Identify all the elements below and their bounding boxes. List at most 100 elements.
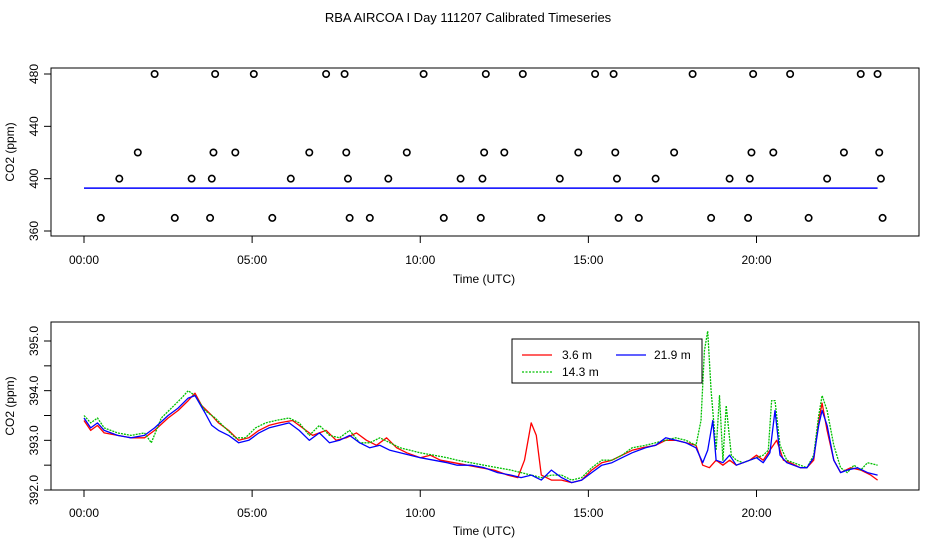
calibration-point	[343, 174, 352, 183]
top-plot-frame	[50, 67, 920, 237]
calibration-point	[609, 70, 618, 79]
calibration-point	[150, 70, 159, 79]
calibration-point	[115, 174, 124, 183]
calibration-point	[439, 213, 448, 222]
top-y-label: CO2 (ppm)	[3, 122, 17, 181]
top-y-tick-label: 360	[27, 221, 41, 241]
bottom-x-tick-label: 10:00	[405, 506, 435, 520]
calibration-point	[133, 148, 142, 157]
calibration-point	[634, 213, 643, 222]
bottom-y-tick-label: 393.0	[27, 425, 41, 455]
calibration-point	[207, 174, 216, 183]
calibration-point	[749, 70, 758, 79]
calibration-point	[340, 70, 349, 79]
calibration-point	[96, 213, 105, 222]
calibration-point	[481, 70, 490, 79]
calibration-point	[305, 148, 314, 157]
calibration-point	[365, 213, 374, 222]
calibration-point	[875, 148, 884, 157]
top-y-tick-label: 480	[27, 64, 41, 84]
calibration-point	[249, 70, 258, 79]
calibration-point	[688, 70, 697, 79]
calibration-point	[476, 213, 485, 222]
top-y-axis: 360 400 440 480	[27, 64, 52, 241]
calibration-point	[345, 213, 354, 222]
bottom-x-label: Time (UTC)	[453, 524, 515, 538]
legend-box	[511, 338, 703, 384]
calibration-point	[478, 174, 487, 183]
calibration-point	[286, 174, 295, 183]
calibration-point	[747, 148, 756, 157]
calibration-point	[725, 174, 734, 183]
calibration-point	[402, 148, 411, 157]
calibration-point	[574, 148, 583, 157]
top-x-tick-label: 20:00	[741, 253, 771, 267]
series-line-21-9-m	[83, 394, 878, 484]
bottom-x-tick-label: 15:00	[573, 506, 603, 520]
legend-label-14-3m: 14.3 m	[562, 365, 599, 379]
bottom-x-axis: 00:00 05:00 10:00 15:00 20:00	[69, 489, 772, 520]
top-x-axis: 00:00 05:00 10:00 15:00 20:00	[69, 235, 772, 267]
bottom-y-tick-label: 394.0	[27, 375, 41, 405]
bottom-y-tick-label: 392.0	[27, 475, 41, 505]
calibration-point	[591, 70, 600, 79]
legend: 3.6 m 21.9 m 14.3 m	[511, 338, 703, 384]
calibration-point	[670, 148, 679, 157]
calibration-point	[456, 174, 465, 183]
calibration-point	[786, 70, 795, 79]
calibration-point	[419, 70, 428, 79]
calibration-point	[537, 213, 546, 222]
calibration-point	[206, 213, 215, 222]
calibration-point	[612, 174, 621, 183]
calibration-point	[480, 148, 489, 157]
calibration-point	[500, 148, 509, 157]
top-x-tick-label: 15:00	[573, 253, 603, 267]
calibration-point	[322, 70, 331, 79]
legend-label-21-9m: 21.9 m	[654, 348, 691, 362]
top-y-tick-label: 400	[27, 168, 41, 188]
calibration-point	[651, 174, 660, 183]
calibration-point	[744, 213, 753, 222]
calibration-point	[707, 213, 716, 222]
calibration-point	[187, 174, 196, 183]
calibration-point	[856, 70, 865, 79]
calibration-point	[804, 213, 813, 222]
calibration-point	[873, 70, 882, 79]
bottom-x-tick-label: 05:00	[237, 506, 267, 520]
calibration-point	[518, 70, 527, 79]
bottom-y-label: CO2 (ppm)	[3, 376, 17, 435]
calibration-point	[611, 148, 620, 157]
top-x-tick-label: 10:00	[405, 253, 435, 267]
calibration-point	[614, 213, 623, 222]
calibration-point	[823, 174, 832, 183]
calibration-point	[745, 174, 754, 183]
calibration-point	[211, 70, 220, 79]
bottom-y-axis: 392.0 393.0 394.0 395.0	[27, 326, 52, 505]
top-x-tick-label: 05:00	[237, 253, 267, 267]
calibration-point	[342, 148, 351, 157]
bottom-x-tick-label: 00:00	[69, 506, 99, 520]
calibration-point	[878, 213, 887, 222]
figure-title: RBA AIRCOA I Day 111207 Calibrated Times…	[325, 10, 612, 25]
bottom-plot-frame	[50, 321, 920, 491]
calibration-point	[170, 213, 179, 222]
top-x-tick-label: 00:00	[69, 253, 99, 267]
calibration-point	[555, 174, 564, 183]
calibration-points	[96, 70, 887, 222]
calibration-point	[268, 213, 277, 222]
top-y-tick-label: 440	[27, 116, 41, 136]
series-line-3-6-m	[83, 392, 878, 484]
bottom-panel: 00:00 05:00 10:00 15:00 20:00 392.0 393.0 394.…	[3, 321, 920, 538]
calibration-point	[384, 174, 393, 183]
bottom-y-tick-label: 395.0	[27, 326, 41, 356]
top-panel: 00:00 05:00 10:00 15:00 20:00 360 400 440 480 T…	[3, 64, 920, 286]
legend-label-3-6m: 3.6 m	[562, 348, 592, 362]
calibration-point	[769, 148, 778, 157]
top-x-label: Time (UTC)	[453, 272, 515, 286]
bottom-x-tick-label: 20:00	[741, 506, 771, 520]
calibration-point	[209, 148, 218, 157]
calibration-point	[839, 148, 848, 157]
calibration-point	[231, 148, 240, 157]
calibration-point	[876, 174, 885, 183]
